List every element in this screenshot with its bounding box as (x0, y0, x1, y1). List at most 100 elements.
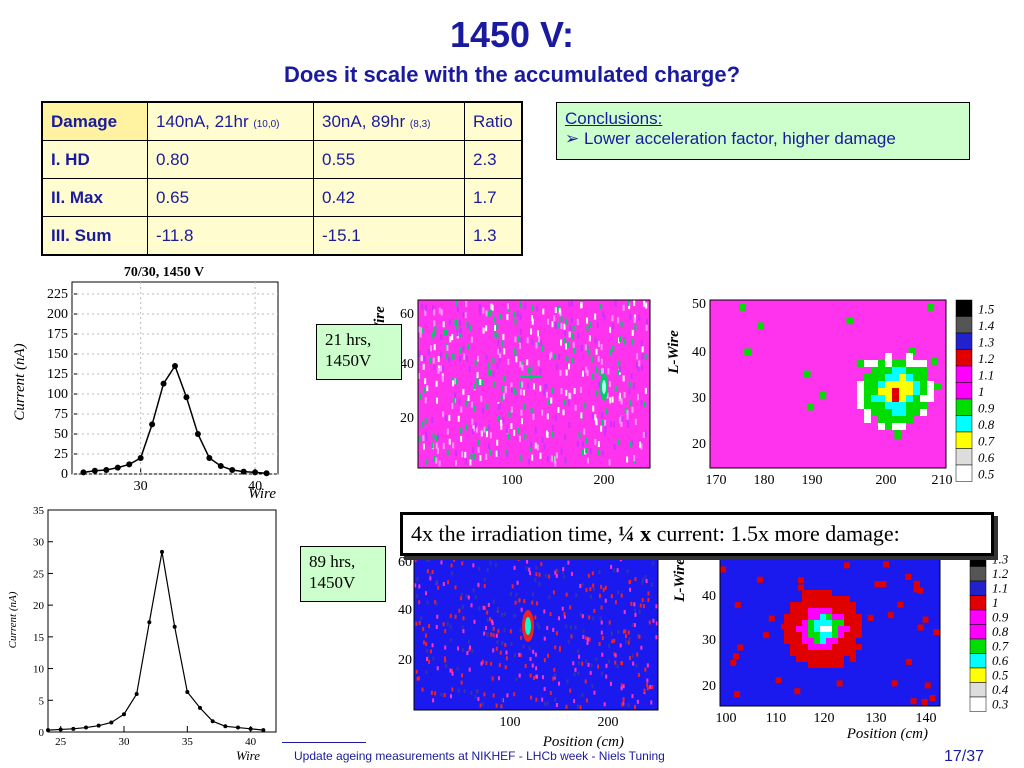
color-scale-label: 0.6 (978, 450, 995, 465)
heatmap-cell (552, 627, 555, 632)
heatmap-cell (489, 449, 492, 456)
heatmap-cell (440, 692, 443, 697)
heatmap-cell (445, 663, 448, 668)
heatmap-cell (616, 664, 619, 669)
heatmap-cell (580, 344, 583, 351)
heatmap-cell (597, 441, 600, 448)
heatmap-cell (558, 647, 561, 652)
heatmap-cell (477, 446, 480, 453)
heatmap-cell (543, 701, 546, 706)
heatmap-cell (531, 318, 534, 325)
heatmap-cell (595, 657, 598, 662)
heatmap-cell (802, 638, 808, 644)
heatmap-cell (643, 400, 646, 407)
heatmap-cell (636, 652, 639, 657)
heatmap-cell (844, 602, 850, 608)
heatmap-cell (474, 594, 477, 599)
heatmap-cell (552, 431, 555, 438)
x-tick-label: 180 (754, 473, 775, 488)
heatmap-cell (476, 372, 479, 379)
heatmap-cell (421, 327, 424, 334)
heatmap-cell (483, 577, 486, 582)
heatmap-cell (600, 358, 603, 365)
y-tick-label: 20 (702, 679, 716, 694)
heatmap-cell (446, 621, 449, 626)
heatmap-cell (864, 416, 871, 423)
heatmap-cell (885, 388, 892, 395)
heatmap-cell (605, 674, 608, 679)
heatmap-cell (547, 653, 550, 658)
heatmap-cell (913, 586, 920, 593)
heatmap-cell (634, 704, 637, 709)
heatmap-cell (600, 344, 603, 351)
heatmap-cell (808, 614, 814, 620)
heatmap-cell (432, 305, 435, 312)
heatmap-cell (838, 650, 844, 656)
heatmap-cell (737, 644, 744, 651)
heatmap-cell (906, 388, 913, 395)
heatmap-cell (442, 622, 445, 627)
color-scale-label: 1.3 (978, 335, 995, 350)
heatmap-cell (608, 643, 611, 648)
heatmap-cell (485, 431, 488, 438)
color-scale-swatch (955, 365, 973, 383)
heatmap-cell (451, 403, 454, 410)
heatmap-cell (871, 395, 878, 402)
damage-spot-core (602, 380, 606, 394)
heatmap-cell (878, 402, 885, 409)
heatmap-cell (500, 419, 503, 426)
heatmap-cell (504, 385, 507, 392)
heatmap-cell (500, 423, 503, 430)
heatmap-cell (601, 368, 604, 375)
heatmap-cell (589, 670, 592, 675)
heatmap-cell (432, 698, 435, 703)
heatmap-cell (470, 336, 473, 343)
heatmap-cell (485, 325, 488, 332)
x-tick-label: 170 (706, 473, 727, 488)
heatmap-cell (421, 687, 424, 692)
heatmap-cell (885, 395, 892, 402)
heatmap-cell (423, 355, 426, 362)
heatmap-cell (857, 388, 864, 395)
heatmap-cell (494, 563, 497, 568)
heatmap-cell (462, 647, 465, 652)
heatmap-cell (796, 602, 802, 608)
heatmap-cell (506, 303, 509, 310)
heatmap-cell (531, 304, 534, 311)
y-tick-label: 15 (33, 632, 45, 644)
heatmap-cell (537, 625, 540, 630)
heatmap-cell (906, 381, 913, 388)
heatmap-cell (516, 580, 519, 585)
heatmap-cell (511, 584, 514, 589)
heatmap-cell (498, 347, 501, 354)
color-scale-swatch (969, 624, 987, 640)
heatmap-cell (475, 426, 478, 433)
heatmap-cell (878, 367, 885, 374)
heatmap-cell (543, 658, 546, 663)
heatmap-cell (524, 303, 527, 310)
heatmap-cell (496, 606, 499, 611)
heatmap-cell (495, 450, 498, 457)
heatmap-cell (820, 656, 826, 662)
heatmap-cell (562, 574, 565, 579)
x-tick-label: 140 (916, 711, 937, 726)
color-scale-swatch (969, 696, 987, 712)
table-header-run1: 140nA, 21hr (10,0) (147, 101, 314, 141)
heatmap-cell (462, 616, 465, 621)
heatmap-cell (610, 631, 613, 636)
heatmap-cell (500, 340, 503, 347)
heatmap-cell (486, 428, 489, 435)
heatmap-cell (784, 638, 790, 644)
heatmap-cell (473, 405, 476, 412)
heatmap-cell (453, 392, 456, 399)
data-point (160, 380, 167, 387)
heatmap-cell (857, 395, 864, 402)
heatmap-cell (802, 650, 808, 656)
heatmap-cell (416, 594, 419, 599)
heatmap-cell (536, 330, 539, 337)
heatmap-cell (477, 355, 480, 362)
heatmap-cell (509, 629, 512, 634)
heatmap-cell (617, 590, 620, 595)
heatmap-cell (418, 351, 421, 358)
heatmap-cell (532, 649, 535, 654)
